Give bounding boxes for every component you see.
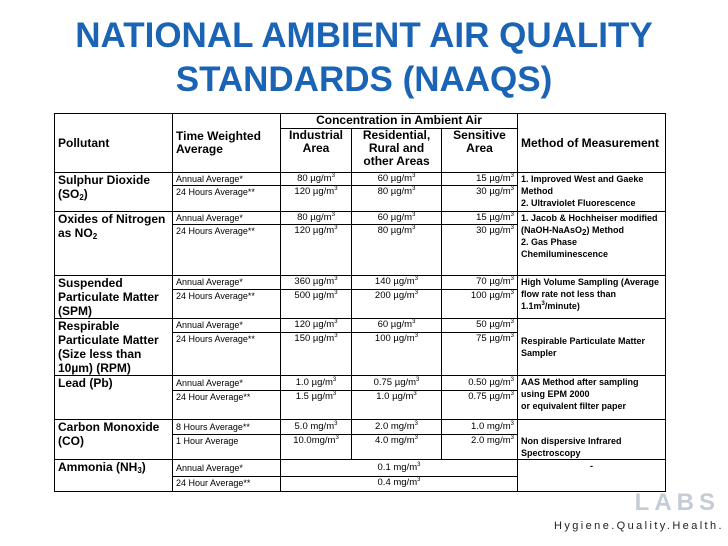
- value-cell: 1.0 µg/m3: [351, 390, 442, 420]
- value-cell: 1.5 µg/m3: [280, 390, 352, 420]
- header-sensitive: Sensitive Area: [441, 128, 518, 173]
- company-logo: LABS: [634, 489, 720, 516]
- value-cell: 150 µg/m3: [280, 331, 352, 377]
- table-row: Respirable Particulate Matter (Size less…: [54, 318, 666, 376]
- value-cell: 1.0 µg/m3: [280, 375, 352, 391]
- header-time-weighted-average: Time Weighted Average: [172, 113, 281, 173]
- value-cell: 80 µg/m3: [351, 224, 442, 276]
- method-so2: 1. Improved West and Gaeke Method 2. Ult…: [517, 172, 666, 212]
- pollutant-lead: Lead (Pb): [54, 375, 173, 420]
- value-cell: 360 µg/m3: [280, 274, 352, 291]
- pollutant-rpm: Respirable Particulate Matter (Size less…: [54, 318, 173, 376]
- avg-cell: Annual Average*: [172, 172, 281, 186]
- table-row: Carbon Monoxide (CO) 8 Hours Average** 5…: [54, 419, 666, 460]
- value-cell: 80 µg/m3: [280, 172, 352, 186]
- header-residential: Residential, Rural and other Areas: [351, 128, 442, 173]
- value-cell: 2.0 mg/m3: [441, 434, 518, 460]
- value-cell: 80 µg/m3: [280, 211, 352, 225]
- value-cell: 100 µg/m3: [351, 331, 442, 377]
- pollutant-ammonia: Ammonia (NH3): [54, 459, 173, 492]
- table-subheader-row: Industrial Area Residential, Rural and o…: [55, 128, 666, 173]
- table-header-row: Pollutant Time Weighted Average Concentr…: [54, 113, 666, 173]
- avg-cell: 24 Hours Average**: [172, 289, 281, 319]
- method-ammonia: -: [517, 459, 666, 492]
- table-row: 24 Hours Average** 120 µg/m3 80 µg/m3 30…: [55, 224, 666, 276]
- company-tagline: Hygiene.Quality.Health.: [554, 520, 724, 532]
- table-row: Oxides of Nitrogen as NO2 Annual Average…: [54, 211, 666, 276]
- avg-cell: Annual Average*: [172, 375, 281, 391]
- value-cell: 5.0 mg/m3: [280, 419, 352, 435]
- value-cell: 70 µg/m3: [441, 274, 518, 291]
- value-cell: 10.0mg/m3: [280, 434, 352, 460]
- value-cell: 120 µg/m3: [280, 318, 352, 333]
- header-pollutant: Pollutant: [54, 113, 173, 173]
- pollutant-no2: Oxides of Nitrogen as NO2: [54, 211, 173, 276]
- value-cell: 100 µg/m3: [441, 289, 518, 319]
- slide-title: NATIONAL AMBIENT AIR QUALITY STANDARDS (…: [0, 14, 728, 102]
- value-cell: 200 µg/m3: [351, 289, 442, 319]
- table-row: 24 Hour Average** 1.5 µg/m3 1.0 µg/m3 0.…: [55, 390, 666, 420]
- value-cell: 0.4 mg/m3: [280, 476, 518, 492]
- value-cell: 0.75 µg/m3: [441, 390, 518, 420]
- pollutant-co: Carbon Monoxide (CO): [54, 419, 173, 460]
- avg-cell: 24 Hours Average**: [172, 331, 281, 377]
- value-cell: 4.0 mg/m3: [351, 434, 442, 460]
- value-cell: 15 µg/m3: [441, 172, 518, 186]
- avg-cell: 24 Hour Average**: [172, 390, 281, 420]
- value-cell: 50 µg/m3: [441, 318, 518, 333]
- table-row: Ammonia (NH3) Annual Average* 0.1 mg/m3 …: [54, 459, 666, 492]
- value-cell: 120 µg/m3: [280, 185, 352, 212]
- method-rpm: Respirable Particulate Matter Sampler: [517, 318, 666, 376]
- slide-title-line1: NATIONAL AMBIENT AIR QUALITY: [75, 16, 653, 55]
- value-cell: 1.0 mg/m3: [441, 419, 518, 435]
- header-industrial: Industrial Area: [280, 128, 352, 173]
- method-spm: High Volume Sampling (Average flow rate …: [517, 275, 666, 319]
- value-cell: 140 µg/m3: [351, 274, 442, 291]
- table-row: Lead (Pb) Annual Average* 1.0 µg/m3 0.75…: [54, 375, 666, 420]
- value-cell: 60 µg/m3: [351, 211, 442, 225]
- table-row: 24 Hours Average** 120 µg/m3 80 µg/m3 30…: [55, 185, 666, 212]
- avg-cell: Annual Average*: [172, 318, 281, 333]
- value-cell: 30 µg/m3: [441, 185, 518, 212]
- header-concentration: Concentration in Ambient Air: [280, 113, 518, 129]
- value-cell: 75 µg/m3: [441, 331, 518, 377]
- value-cell: 0.50 µg/m3: [441, 375, 518, 391]
- table-row: 24 Hours Average** 150 µg/m3 100 µg/m3 7…: [55, 331, 666, 377]
- method-no2: 1. Jacob & Hochheiser modified (NaOH-NaA…: [517, 211, 666, 276]
- method-co: Non dispersive Infrared Spectroscopy: [517, 419, 666, 460]
- slide-title-line2: STANDARDS (NAAQS): [175, 60, 553, 99]
- pollutant-spm: Suspended Particulate Matter (SPM): [54, 275, 173, 319]
- naaqs-table: Pollutant Time Weighted Average Concentr…: [54, 113, 666, 492]
- avg-cell: 1 Hour Average: [172, 434, 281, 460]
- avg-cell: Annual Average*: [172, 459, 281, 477]
- value-cell: 500 µg/m3: [280, 289, 352, 319]
- pollutant-so2: Sulphur Dioxide (SO2): [54, 172, 173, 212]
- value-cell: 2.0 mg/m3: [351, 419, 442, 435]
- header-method: Method of Measurement: [517, 113, 666, 173]
- avg-cell: 24 Hours Average**: [172, 185, 281, 212]
- value-cell: 120 µg/m3: [280, 224, 352, 276]
- value-cell: 0.75 µg/m3: [351, 375, 442, 391]
- avg-cell: 24 Hour Average**: [172, 476, 281, 492]
- value-cell: 60 µg/m3: [351, 172, 442, 186]
- method-lead: AAS Method after sampling using EPM 2000…: [517, 375, 666, 420]
- value-cell: 0.1 mg/m3: [280, 459, 518, 477]
- avg-cell: Annual Average*: [172, 274, 281, 291]
- table-row: 24 Hour Average** 0.4 mg/m3: [55, 476, 666, 492]
- avg-cell: 8 Hours Average**: [172, 419, 281, 435]
- value-cell: 60 µg/m3: [351, 318, 442, 333]
- avg-cell: Annual Average*: [172, 211, 281, 225]
- value-cell: 15 µg/m3: [441, 211, 518, 225]
- value-cell: 30 µg/m3: [441, 224, 518, 276]
- avg-cell: 24 Hours Average**: [172, 224, 281, 276]
- table-row: Sulphur Dioxide (SO2) Annual Average* 80…: [54, 172, 666, 212]
- value-cell: 80 µg/m3: [351, 185, 442, 212]
- table-row: Suspended Particulate Matter (SPM) Annua…: [54, 274, 666, 319]
- table-row: 24 Hours Average** 500 µg/m3 200 µg/m3 1…: [55, 289, 666, 319]
